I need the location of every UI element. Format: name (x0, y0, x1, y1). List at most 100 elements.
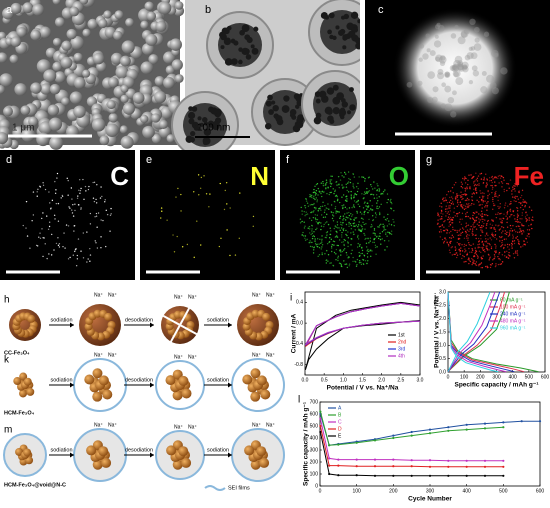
map-dot (460, 232, 462, 234)
map-dot (362, 198, 364, 200)
sphere (20, 105, 31, 116)
map-dot (459, 218, 461, 220)
point (337, 443, 340, 446)
map-dot (479, 263, 482, 265)
legend-label: 100 mA g⁻¹ (500, 304, 526, 310)
sphere (140, 20, 149, 30)
texture (202, 140, 208, 146)
map-dot (74, 209, 76, 212)
map-dot (487, 190, 489, 193)
map-dot (486, 202, 488, 204)
map-dot (327, 186, 329, 188)
map-dot (521, 233, 523, 235)
map-dot (367, 211, 369, 214)
map-dot (234, 254, 237, 256)
texture (199, 122, 204, 127)
point (392, 465, 395, 468)
map-dot (477, 243, 479, 246)
map-dot (311, 235, 314, 238)
texture (241, 24, 250, 33)
ion-label: Na⁺ (108, 422, 117, 428)
map-dot (308, 217, 311, 219)
x-tick-label: 200 (476, 374, 485, 380)
map-dot (348, 256, 350, 258)
map-dot (348, 263, 351, 265)
map-dot (176, 235, 178, 238)
map-dot (324, 184, 326, 186)
map-dot (492, 200, 494, 203)
map-dot (516, 221, 519, 224)
map-dot (487, 242, 489, 245)
map-dot (456, 229, 458, 232)
map-dot (469, 188, 471, 190)
map-dot (497, 177, 499, 180)
y-tick-label: 600 (310, 411, 319, 417)
map-dot (47, 228, 50, 231)
map-dot (348, 221, 350, 224)
map-dot (311, 194, 313, 196)
map-dot (459, 243, 461, 245)
map-dot (357, 200, 360, 202)
ion-label: Na⁺ (108, 292, 117, 298)
map-dot (460, 205, 463, 208)
map-dot (483, 222, 485, 225)
map-dot (492, 178, 494, 180)
map-dot (383, 229, 385, 232)
map-dot (348, 225, 350, 228)
texture (417, 80, 423, 86)
map-dot (516, 195, 518, 198)
map-dot (366, 256, 369, 258)
map-dot (372, 232, 374, 234)
map-dot (384, 218, 387, 221)
grain (86, 445, 97, 456)
map-dot (317, 187, 320, 190)
map-dot (486, 182, 488, 184)
map-dot (350, 224, 353, 227)
point (410, 434, 413, 437)
map-dot (495, 238, 498, 240)
point (428, 459, 432, 462)
map-dot (341, 196, 343, 198)
map-dot (478, 240, 481, 242)
map-dot (325, 259, 328, 261)
map-dot (449, 199, 452, 202)
map-dot (73, 225, 76, 227)
map-dot (494, 243, 496, 246)
map-dot (465, 237, 468, 239)
map-dot (506, 221, 508, 224)
map-dot (453, 253, 455, 256)
sphere (0, 84, 5, 95)
point (538, 420, 542, 423)
map-dot (511, 247, 513, 249)
map-dot (361, 176, 363, 178)
map-dot (501, 239, 503, 242)
grain (165, 375, 176, 386)
map-dot (350, 198, 353, 200)
map-dot (342, 207, 344, 210)
point (328, 444, 331, 447)
grain (172, 459, 183, 470)
map-dot (515, 231, 517, 233)
map-dot (312, 203, 315, 206)
map-dot (463, 204, 465, 206)
x-tick-label: 100 (460, 374, 469, 380)
map-dot (503, 238, 506, 241)
map-dot (325, 187, 327, 189)
map-dot (84, 185, 87, 188)
map-dot (478, 213, 480, 215)
map-dot (392, 218, 394, 221)
map-dot (473, 193, 476, 195)
grain (242, 374, 253, 385)
map-dot (479, 190, 481, 192)
map-dot (309, 195, 311, 198)
sphere (142, 125, 155, 139)
sphere (10, 2, 22, 15)
map-dot (368, 176, 370, 178)
map-dot (95, 242, 97, 244)
map-dot (371, 225, 373, 227)
grain (23, 377, 32, 386)
material-label: HCM-Fe₃O₄ (4, 410, 35, 416)
map-dot (375, 214, 378, 216)
map-dot (388, 223, 390, 225)
sphere (79, 0, 89, 5)
